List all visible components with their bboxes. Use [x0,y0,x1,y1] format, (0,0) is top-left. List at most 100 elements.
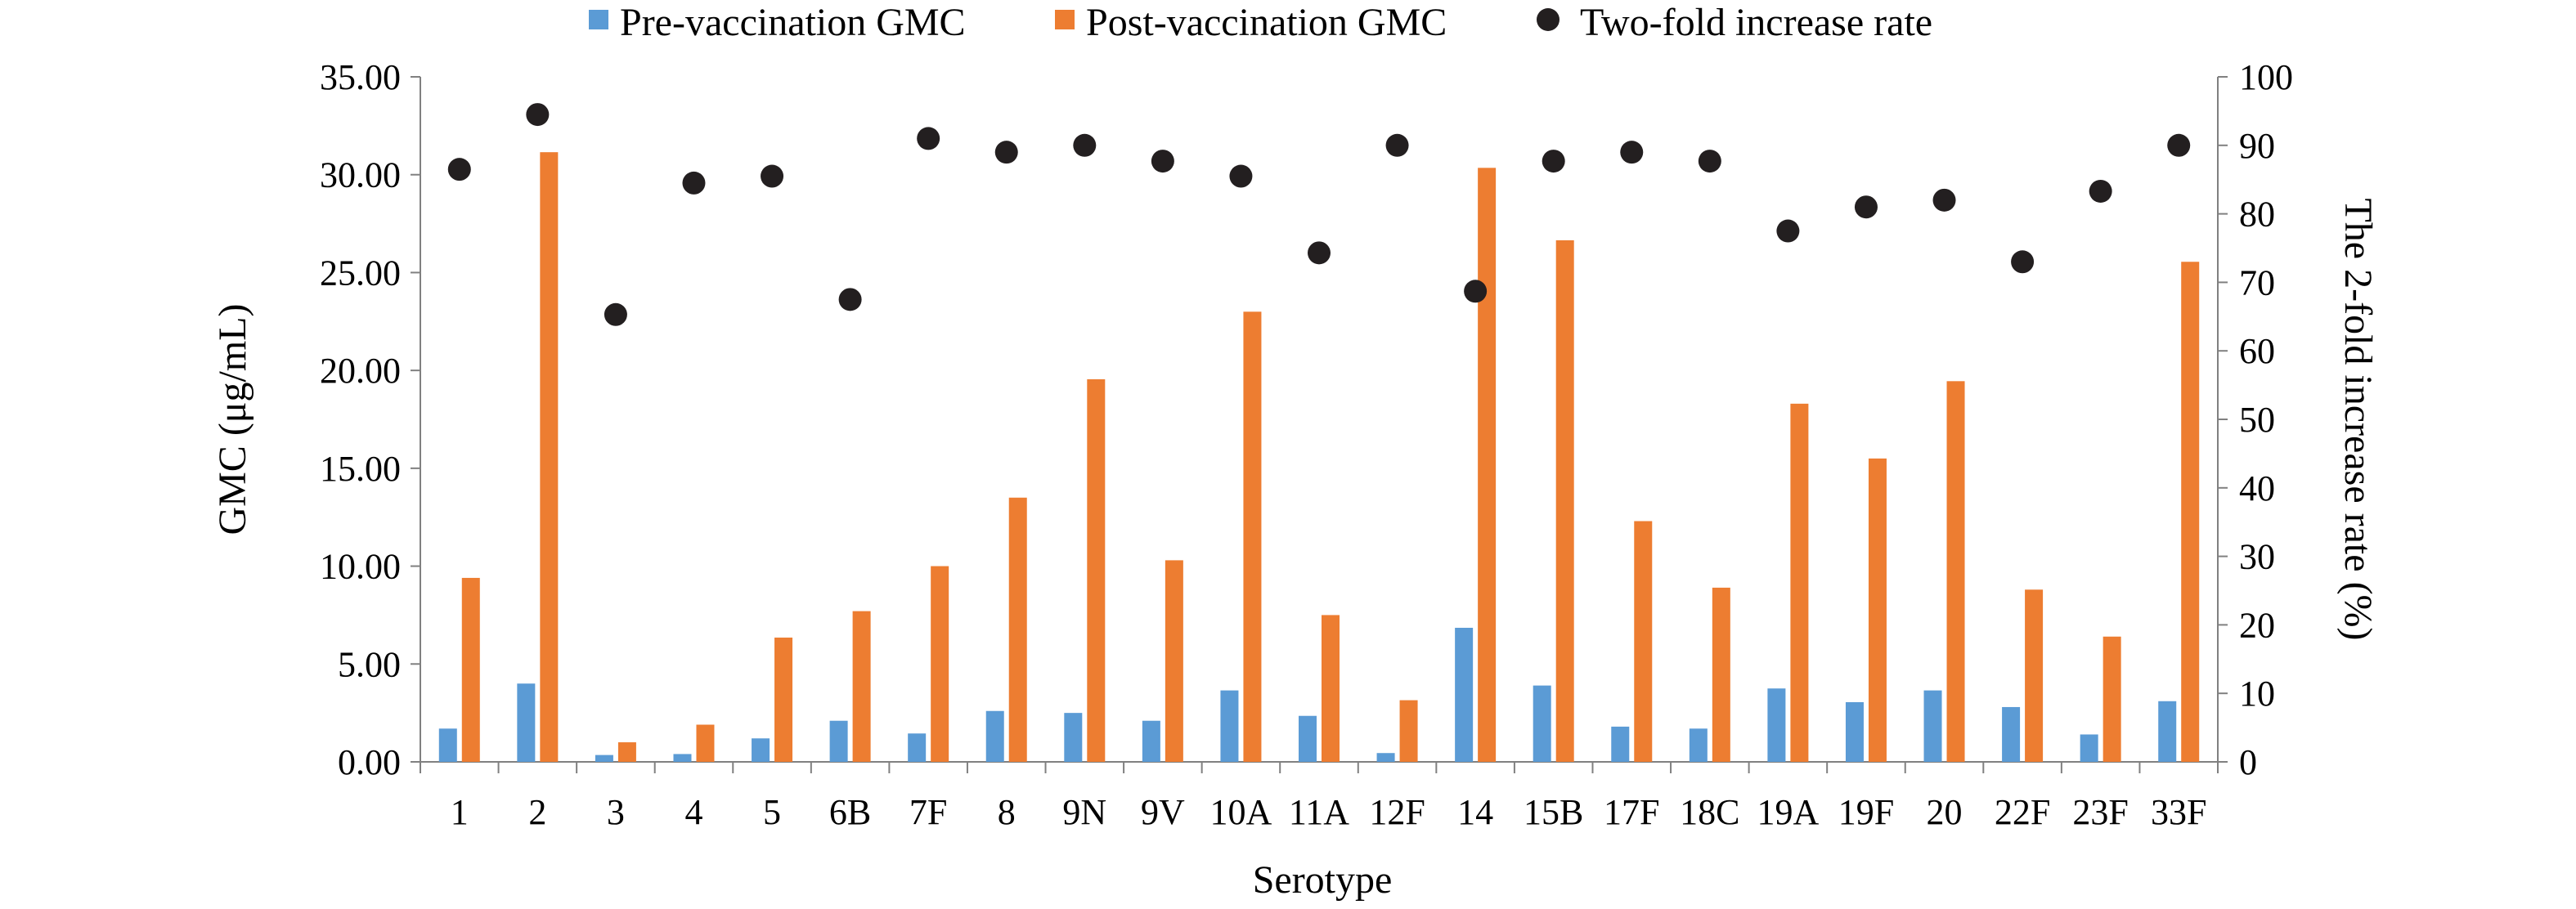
y2-tick-label: 10 [2239,674,2275,714]
bar-pre-vaccination [1142,720,1160,762]
x-tick-label: 8 [998,792,1016,832]
bar-pre-vaccination [1767,688,1786,762]
legend: Pre-vaccination GMC Post-vaccination GMC… [589,1,1932,44]
bar-post-vaccination [774,637,793,762]
legend-label-rate: Two-fold increase rate [1580,1,1932,44]
y2-tick-label: 40 [2239,468,2275,508]
bar-post-vaccination [1634,521,1653,762]
legend-swatch-post [1055,10,1075,29]
rate-point [1542,150,1565,173]
bar-pre-vaccination [908,733,927,762]
y-tick-label: 10.00 [320,547,401,587]
bar-pre-vaccination [2080,734,2098,762]
x-tick-label: 19A [1757,792,1820,832]
x-tick-label: 15B [1524,792,1583,832]
x-tick-label: 19F [1838,792,1894,832]
x-tick-label: 18C [1680,792,1739,832]
bar-pre-vaccination [595,755,613,762]
rate-point [1385,133,1409,157]
y-tick-label: 5.00 [338,644,401,684]
bar-pre-vaccination [985,710,1004,762]
bar-post-vaccination [1790,403,1809,762]
x-tick-label: 20 [1927,792,1963,832]
rate-point [1698,150,1721,173]
bar-post-vaccination [1555,240,1574,762]
rate-point [604,302,627,326]
y-tick-label: 15.00 [320,449,401,489]
rate-point [2011,250,2035,274]
y2-tick-label: 30 [2239,537,2275,577]
bar-pre-vaccination [673,754,692,762]
bar-post-vaccination [1399,700,1418,762]
bar-pre-vaccination [1455,627,1474,762]
bar-pre-vaccination [1376,753,1395,762]
bar-post-vaccination [852,611,871,762]
x-tick-label: 12F [1369,792,1425,832]
bar-post-vaccination [1008,497,1027,762]
rate-point [994,141,1018,164]
legend-swatch-pre [589,10,608,29]
rate-point [1854,195,1878,219]
rate-point [838,288,862,311]
bar-pre-vaccination [1611,726,1630,762]
y2-tick-label: 80 [2239,195,2275,235]
y-axis-title: GMC (μg/mL) [211,303,254,535]
y2-tick-label: 60 [2239,331,2275,371]
bar-post-vaccination [540,152,559,762]
bar-pre-vaccination [1689,728,1708,762]
y2-tick-label: 100 [2239,57,2293,97]
rate-point [761,164,784,188]
bar-pre-vaccination [1533,685,1551,762]
legend-label-post: Post-vaccination GMC [1086,1,1447,44]
x-tick-label: 33F [2151,792,2206,832]
rate-point [1073,133,1097,157]
y2-tick-label: 0 [2239,742,2257,782]
rate-point [1464,280,1488,303]
bar-post-vaccination [2025,589,2044,762]
x-axis-title: Serotype [1253,858,1393,902]
y-tick-label: 25.00 [320,253,401,293]
bar-pre-vaccination [1064,713,1083,762]
bar-post-vaccination [931,566,949,762]
bar-pre-vaccination [1845,701,1864,762]
x-tick-label: 11A [1289,792,1349,832]
rate-point [1229,164,1253,188]
x-tick-label: 14 [1457,792,1493,832]
y-tick-label: 35.00 [320,57,401,97]
x-tick-label: 1 [451,792,469,832]
bar-pre-vaccination [752,738,770,762]
rate-point [1776,219,1800,243]
rate-point [682,171,706,195]
rate-point [526,103,550,127]
legend-label-pre: Pre-vaccination GMC [620,1,966,44]
rate-point [1932,188,1956,212]
legend-marker-rate [1537,8,1560,31]
bar-post-vaccination [2103,636,2121,762]
rate-point [1308,241,1331,265]
rate-point [2167,133,2191,157]
rate-markers [447,103,2191,326]
bars [438,152,2200,762]
bar-pre-vaccination [2002,706,2021,762]
y-tick-label: 30.00 [320,155,401,195]
rate-point [447,158,471,181]
x-tick-label: 3 [607,792,625,832]
y2-axis-title: The 2-fold increase rate (%) [2336,198,2380,640]
bar-post-vaccination [1712,587,1730,762]
x-tick-label: 9V [1141,792,1185,832]
x-tick-label: 9N [1062,792,1106,832]
x-tick-label: 6B [829,792,871,832]
rate-point [1151,150,1174,173]
y2-tick-label: 90 [2239,126,2275,166]
x-tick-label: 4 [684,792,702,832]
rate-point [917,127,940,150]
bar-post-vaccination [1946,381,1965,762]
x-tick-label: 7F [909,792,947,832]
x-tick-label: 2 [528,792,546,832]
x-tick-label: 10A [1210,792,1272,832]
rate-point [1620,141,1644,164]
bar-post-vaccination [696,724,715,762]
y-tick-label: 0.00 [338,742,401,782]
tick-labels: 0.00 5.00 10.00 15.00 20.00 25.00 30.00 35.00 0 1… [320,57,2293,832]
